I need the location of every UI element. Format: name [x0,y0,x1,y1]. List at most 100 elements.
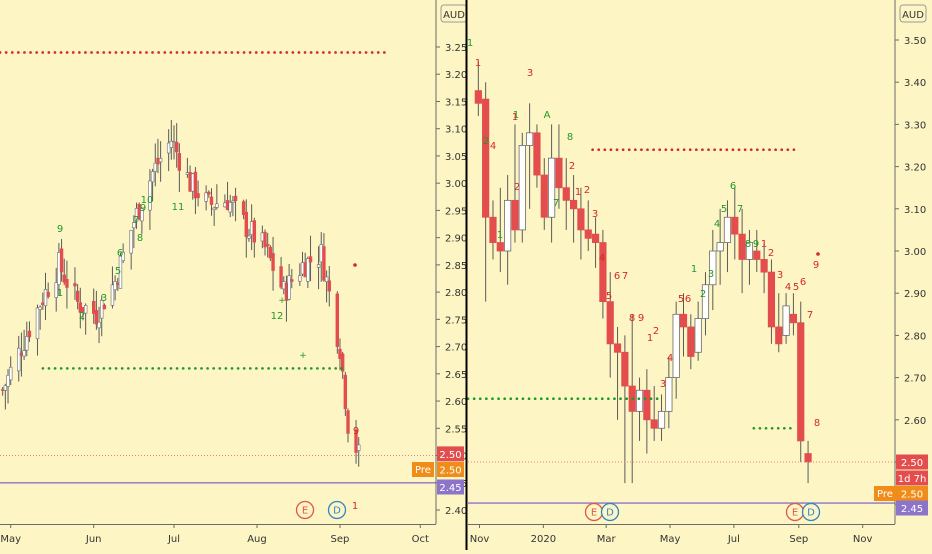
y-tick-label: 3.10 [904,205,926,216]
candle-body [555,157,563,189]
pre-label: Pre [415,465,431,476]
setup-count-label: 6 [685,294,691,305]
setup-count-label: 1 [475,58,481,69]
x-tick-label: Nov [470,534,490,545]
candle-body [148,180,152,211]
y-tick-label: 3.20 [445,70,467,81]
setup-count-label: 2 [483,136,489,147]
setup-count-label: 5 [721,204,727,215]
pre-value-badge-bg [896,486,928,501]
setup-count-label: 4 [490,141,496,152]
left-chart-pane[interactable]: 91235678910111291++AUD3.253.203.153.103.… [0,0,468,545]
pre-label-bg [412,462,434,477]
setup-count-label: 1 [512,112,518,123]
candle-body [102,304,107,310]
candle-body [129,230,133,254]
candle-body [6,374,10,387]
candle-body [241,201,246,215]
setup-count-label: 1 [575,187,581,198]
x-tick-label: Jul [167,534,180,545]
y-tick-label: 2.55 [445,424,467,435]
candle-body [22,350,26,357]
candle-body [701,284,710,319]
x-tick-label: May [660,534,681,545]
candle-body [306,258,310,282]
candle-body [113,281,117,291]
candle-body [150,171,155,183]
candle-body [46,292,50,297]
x-tick-label: Nov [853,534,873,545]
candle-body [83,305,88,314]
earnings-marker [295,500,315,520]
pre-value-badge: 2.50 [901,490,923,501]
pre-value-badge-bg [437,462,464,477]
candle-body [153,162,157,172]
y-tick-label: 2.80 [904,331,926,342]
candle-body [91,300,96,314]
candle-body [354,429,358,453]
setup-count-label: 3 [777,270,783,281]
candle-body [215,203,219,208]
last-price-badge-bg [896,454,928,470]
candle-body [193,171,198,199]
candle-body [584,229,592,239]
signal-dot [353,263,357,267]
setup-count-label: 1 [467,38,473,49]
setup-count-label: 2 [584,185,590,196]
candle-body [271,253,275,271]
candle-body [121,251,125,261]
candle-body [73,283,77,287]
candle-body [228,202,232,213]
y-tick-label: 3.40 [904,78,926,89]
setup-count-label: 8 [629,313,635,324]
currency-label: AUD [902,10,924,21]
setup-count-label: 9 [57,224,63,235]
setup-count-label: 7 [553,198,559,209]
y-tick-label: 2.40 [445,506,467,517]
candle-body [687,326,695,357]
setup-count-label: 5 [793,282,799,293]
candle-body [158,158,163,163]
candle-body [43,289,48,307]
setup-count-label: 6 [614,271,620,282]
setup-count-label: 9 [140,203,146,214]
candle-body [548,157,556,218]
setup-count-label: 2 [768,248,774,259]
setup-count-label: 4 [599,253,605,264]
x-tick-label: May [0,534,21,545]
y-tick-label: 2.90 [445,234,467,245]
candle-body [533,132,541,176]
y-tick-label: 2.60 [904,416,926,427]
setup-count-label: 5 [678,294,684,305]
candle-body [775,326,783,345]
candle-body [252,220,257,243]
setup-count-label: 4 [714,219,720,230]
candle-body [233,195,238,201]
countdown-badge: 1d 7h [898,474,927,485]
candle-body [621,351,629,387]
candle-body [335,293,340,347]
candle-body [9,366,13,381]
setup-count-label: 3 [660,379,666,390]
x-tick-label: Aug [247,534,267,545]
candle-body [635,389,644,412]
candle-body [169,140,174,148]
pre-label: Pre [877,489,893,500]
setup-count-label: 2 [79,311,85,322]
candle-body [62,274,66,283]
candle-body [782,305,790,336]
candle-body [231,200,235,203]
x-tick-label: Sep [331,534,350,545]
candle-body [346,410,350,434]
setup-count-label: 1 [497,230,503,241]
candle-body [196,193,200,199]
candle-body [140,208,144,222]
x-tick-label: Jun [85,534,102,545]
candle-body [54,282,58,298]
y-tick-label: 3.50 [904,36,926,47]
candle-body [322,246,326,281]
pre-value-badge: 2.50 [439,466,461,477]
